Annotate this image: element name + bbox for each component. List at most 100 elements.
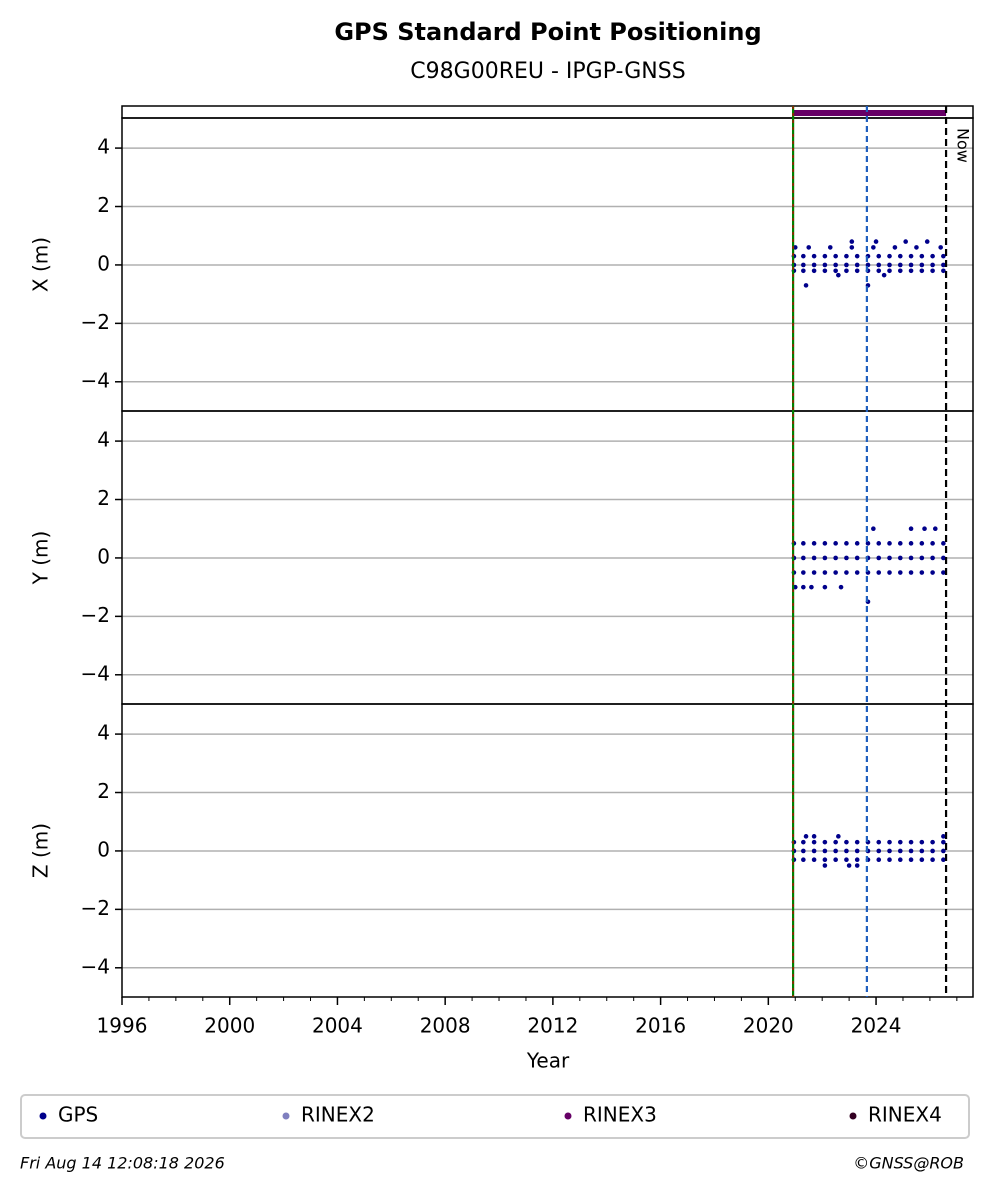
data-point <box>803 834 809 839</box>
data-point <box>897 253 903 259</box>
data-point <box>919 555 925 561</box>
x-tick-label: 2020 <box>743 1014 794 1038</box>
data-point <box>876 570 882 575</box>
data-point <box>908 541 914 546</box>
chart-title: GPS Standard Point Positioning <box>334 18 761 46</box>
data-point <box>908 268 914 274</box>
data-point <box>822 541 828 546</box>
data-point <box>908 857 914 863</box>
y-tick-label: −4 <box>81 368 110 392</box>
data-point <box>919 857 925 863</box>
data-point <box>801 584 806 590</box>
data-point <box>908 555 914 561</box>
x-tick-label: 2008 <box>420 1014 471 1038</box>
data-point <box>941 268 946 274</box>
data-point <box>903 239 908 244</box>
data-point <box>811 839 817 845</box>
data-point <box>941 253 946 259</box>
data-point <box>854 262 860 268</box>
data-point <box>930 262 935 268</box>
data-point <box>811 262 817 268</box>
data-point <box>876 555 882 561</box>
data-point <box>876 262 882 268</box>
data-point <box>849 245 855 250</box>
data-point <box>897 839 903 845</box>
data-point <box>908 253 914 259</box>
panel-frame <box>121 703 974 998</box>
data-point <box>822 570 828 575</box>
data-point <box>871 526 876 532</box>
data-point <box>938 245 943 250</box>
data-point <box>930 839 935 845</box>
data-point <box>811 848 817 854</box>
data-point <box>922 526 927 532</box>
x-axis-label: Year <box>526 1049 570 1073</box>
data-point <box>854 555 860 561</box>
data-point <box>932 526 938 532</box>
data-point <box>871 245 876 250</box>
data-point <box>930 570 935 575</box>
data-point <box>833 857 838 863</box>
data-point <box>811 570 817 575</box>
data-point <box>854 848 860 854</box>
y-axis-label: Z (m) <box>29 823 53 878</box>
data-point <box>887 857 892 863</box>
data-point <box>919 541 925 546</box>
data-point <box>854 863 860 868</box>
data-point <box>849 239 855 244</box>
legend-marker <box>39 1112 47 1120</box>
data-point <box>897 555 903 561</box>
data-point <box>941 839 946 845</box>
y-tick-label: −4 <box>81 954 110 978</box>
data-point <box>930 541 935 546</box>
data-point <box>801 253 806 259</box>
data-point <box>873 239 879 244</box>
footer-credit: ©GNSS@ROB <box>853 1154 964 1173</box>
data-point <box>801 262 806 268</box>
data-point <box>801 555 806 561</box>
footer-date: Fri Aug 14 12:08:18 2026 <box>20 1154 225 1173</box>
data-point <box>811 555 817 561</box>
data-point <box>844 268 849 274</box>
data-point <box>876 541 882 546</box>
data-point <box>930 848 935 854</box>
data-point <box>897 541 903 546</box>
data-point <box>897 857 903 863</box>
data-point <box>846 863 852 868</box>
data-point <box>941 570 946 575</box>
data-point <box>941 555 946 561</box>
data-point <box>844 570 849 575</box>
data-point <box>908 848 914 854</box>
data-point <box>892 245 898 250</box>
data-point <box>865 541 871 546</box>
data-point <box>844 541 849 546</box>
y-axis-label: X (m) <box>29 237 53 292</box>
y-tick-label: 4 <box>97 428 110 452</box>
data-point <box>806 245 812 250</box>
y-axis-label: Y (m) <box>29 531 53 586</box>
data-point <box>811 268 817 274</box>
y-tick-label: −2 <box>81 310 110 334</box>
data-point <box>887 570 892 575</box>
data-point <box>801 570 806 575</box>
data-point <box>897 848 903 854</box>
data-point <box>919 839 925 845</box>
data-point <box>919 570 925 575</box>
data-point <box>833 253 838 259</box>
x-tick-label: 1996 <box>97 1014 148 1038</box>
y-tick-label: 2 <box>97 486 110 510</box>
legend-marker <box>564 1112 572 1120</box>
x-tick-label: 2024 <box>851 1014 902 1038</box>
data-point <box>941 262 946 268</box>
data-point <box>919 262 925 268</box>
data-point <box>919 268 925 274</box>
data-point <box>822 863 828 868</box>
y-tick-label: 0 <box>97 837 110 861</box>
data-point <box>801 857 806 863</box>
y-tick-label: −4 <box>81 661 110 685</box>
legend-label: GPS <box>58 1103 98 1127</box>
data-point <box>941 857 946 863</box>
data-point <box>897 262 903 268</box>
data-point <box>833 555 838 561</box>
data-point <box>887 839 892 845</box>
